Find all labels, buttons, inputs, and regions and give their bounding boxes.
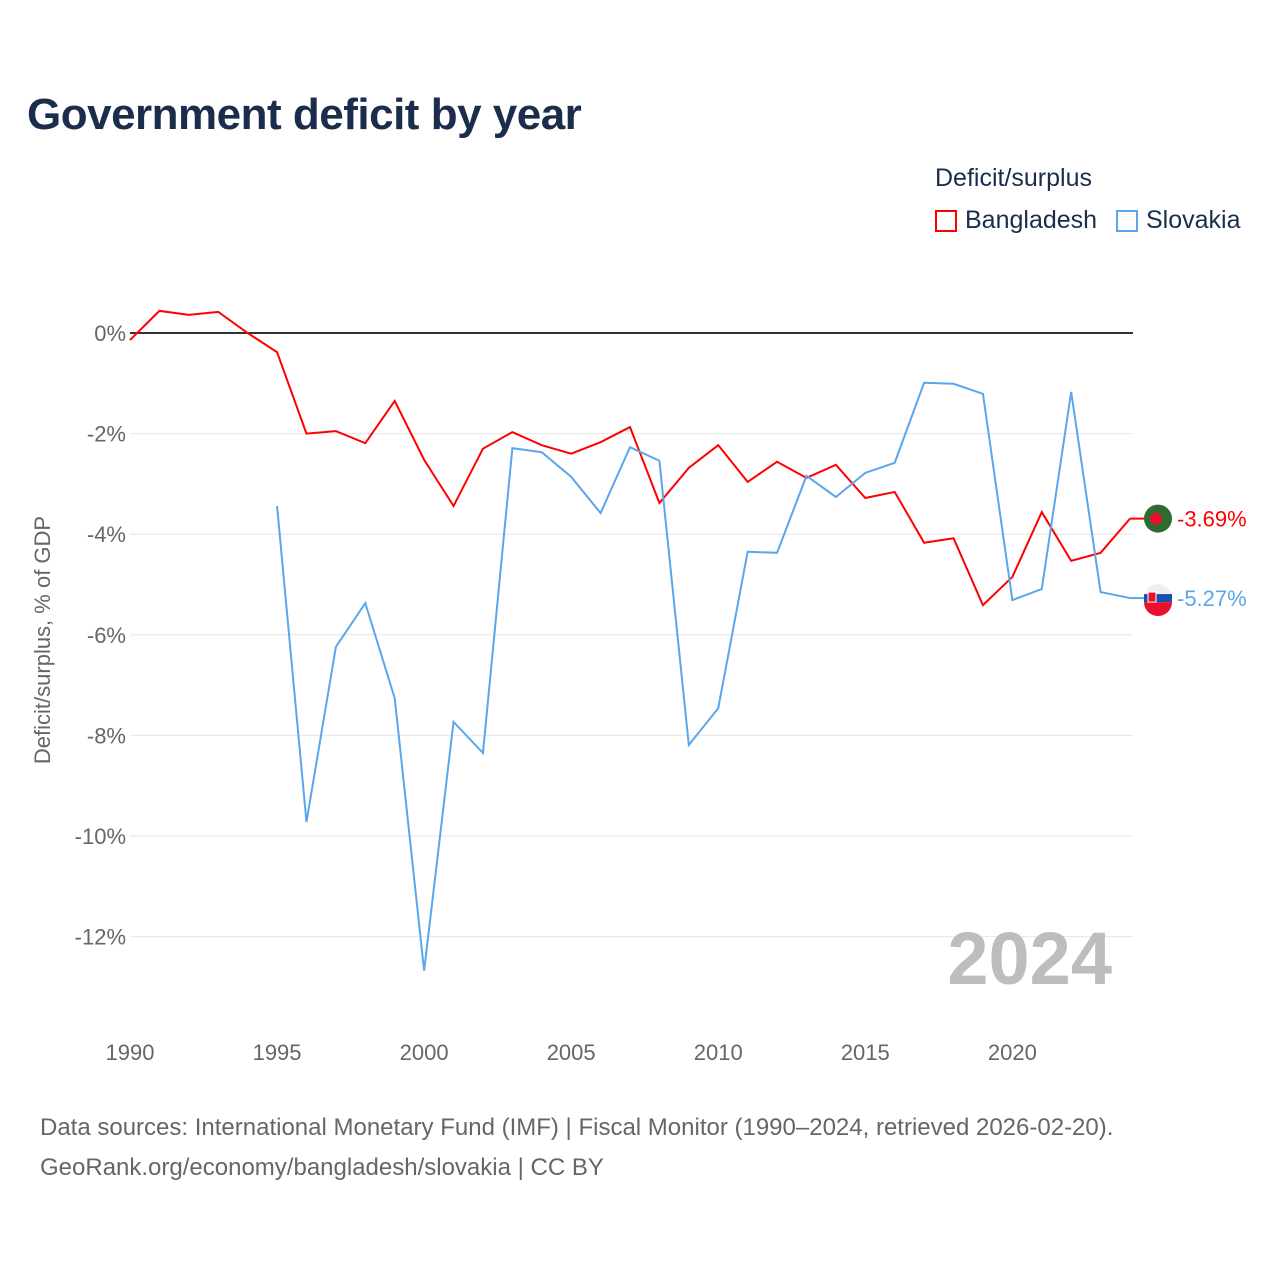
flag-shield bbox=[1147, 591, 1157, 603]
y-tick-label: -8% bbox=[87, 723, 126, 748]
x-tick-label: 1990 bbox=[106, 1040, 155, 1065]
legend-label: Bangladesh bbox=[965, 206, 1098, 234]
y-tick-label: -2% bbox=[87, 422, 126, 447]
end-value-label: -5.27% bbox=[1177, 586, 1247, 611]
series-line-bangladesh bbox=[129, 309, 1131, 607]
y-tick-label: -4% bbox=[87, 522, 126, 547]
flag-stripe-blue bbox=[1144, 594, 1172, 603]
end-value-label: -3.69% bbox=[1177, 507, 1247, 532]
x-tick-label: 2000 bbox=[400, 1040, 449, 1065]
y-tick-label: -12% bbox=[75, 925, 126, 950]
year-watermark: 2024 bbox=[947, 917, 1112, 1000]
flag-bangladesh-icon bbox=[1144, 504, 1172, 533]
flag-slovakia-icon bbox=[1144, 584, 1172, 617]
x-tick-label: 2020 bbox=[988, 1040, 1037, 1065]
y-axis-label: Deficit/surplus, % of GDP bbox=[30, 516, 55, 764]
x-tick-label: 2005 bbox=[547, 1040, 596, 1065]
legend-item-bangladesh[interactable]: Bangladesh bbox=[935, 206, 1097, 235]
footer: Data sources: International Monetary Fun… bbox=[40, 1108, 1113, 1188]
y-tick-label: -10% bbox=[75, 824, 126, 849]
x-tick-label: 1995 bbox=[253, 1040, 302, 1065]
data-source-text: Data sources: International Monetary Fun… bbox=[40, 1114, 1114, 1141]
legend-swatch-bangladesh bbox=[935, 209, 957, 232]
y-tick-label: 0% bbox=[94, 321, 126, 346]
legend-label: Slovakia bbox=[1146, 206, 1241, 234]
y-tick-label: -6% bbox=[87, 623, 126, 648]
flag-disc bbox=[1150, 512, 1162, 525]
legend-swatch-slovakia bbox=[1116, 209, 1138, 232]
flag-stripe-red bbox=[1144, 602, 1172, 617]
x-tick-label: 2010 bbox=[694, 1040, 743, 1065]
chart-title: Government deficit by year bbox=[27, 90, 582, 139]
series-line-slovakia bbox=[276, 381, 1131, 971]
x-tick-label: 2015 bbox=[841, 1040, 890, 1065]
attribution-link[interactable]: GeoRank.org/economy/bangladesh/slovakia … bbox=[40, 1154, 604, 1181]
legend-item-slovakia[interactable]: Slovakia bbox=[1116, 206, 1241, 235]
legend-title: Deficit/surplus bbox=[935, 164, 1092, 192]
